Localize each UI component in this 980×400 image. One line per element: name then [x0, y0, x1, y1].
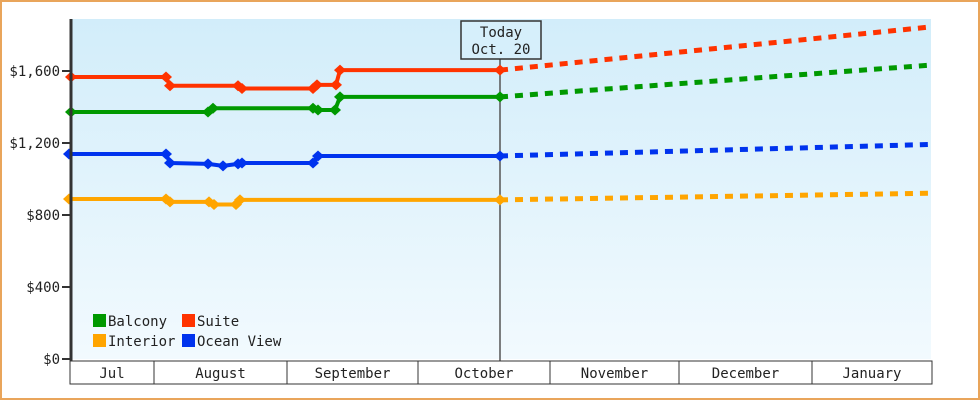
legend-label-suite: Suite — [197, 314, 239, 330]
y-tick-label: $1,200 — [9, 136, 60, 152]
month-label-january: January — [842, 366, 901, 382]
series-balcony — [65, 62, 932, 118]
price-point-marker — [330, 79, 342, 91]
today-box — [460, 20, 542, 60]
price-point-marker — [236, 157, 248, 169]
price-point-marker — [312, 150, 324, 162]
price-point-marker — [312, 104, 324, 116]
legend-swatch-interior — [93, 334, 106, 347]
forecast-line — [499, 24, 932, 73]
price-point-marker — [236, 82, 248, 94]
x-axis-month-band: Jul August September October November Decembe… — [69, 360, 933, 385]
history-line — [71, 68, 500, 91]
forecast-line — [499, 62, 932, 100]
legend-label-ocean-view: Ocean View — [197, 334, 282, 350]
month-label-october: October — [454, 366, 513, 382]
legend-label-balcony: Balcony — [108, 314, 167, 330]
price-point-marker — [307, 157, 319, 169]
price-point-marker — [311, 79, 323, 91]
price-point-marker — [202, 158, 214, 170]
price-point-marker — [494, 194, 506, 206]
month-label-november: November — [581, 366, 648, 382]
price-point-marker — [164, 196, 176, 208]
y-tick-label: $400 — [26, 280, 60, 296]
y-axis: $0 $400 $800 $1,200 $1,600 — [9, 19, 73, 368]
price-point-marker — [160, 71, 172, 83]
history-line — [69, 151, 500, 168]
price-point-marker — [494, 150, 506, 162]
today-marker-box: Today Oct. 20 — [460, 20, 542, 60]
legend-swatch-suite — [182, 314, 195, 327]
price-point-marker — [494, 91, 506, 103]
price-point-marker — [208, 199, 220, 211]
month-label-december: December — [712, 366, 779, 382]
y-tick-label: $800 — [26, 208, 60, 224]
price-point-marker — [234, 194, 246, 206]
y-tick-label: $0 — [43, 352, 60, 368]
price-point-marker — [217, 160, 229, 172]
forecast-line — [499, 190, 932, 203]
y-tick-label: $1,600 — [9, 64, 60, 80]
legend: Balcony Suite Interior Ocean View — [93, 314, 282, 350]
price-point-marker — [207, 102, 219, 114]
today-box-line2: Oct. 20 — [471, 42, 530, 58]
legend-swatch-ocean-view — [182, 334, 195, 347]
price-point-marker — [160, 148, 172, 160]
price-point-marker — [164, 80, 176, 92]
price-series — [63, 24, 932, 211]
series-interior — [63, 190, 932, 211]
price-point-marker — [334, 64, 346, 76]
price-point-marker — [164, 157, 176, 169]
legend-label-interior: Interior — [108, 334, 175, 350]
price-point-marker — [494, 64, 506, 76]
forecast-line — [499, 141, 932, 159]
month-label-august: August — [195, 366, 246, 382]
series-suite — [65, 24, 932, 94]
series-ocean-view — [63, 141, 932, 172]
today-box-line1: Today — [480, 25, 522, 41]
price-point-marker — [329, 104, 341, 116]
legend-swatch-balcony — [93, 314, 106, 327]
month-band — [69, 360, 933, 385]
price-point-marker — [334, 91, 346, 103]
month-label-jul: Jul — [99, 366, 124, 382]
month-label-september: September — [315, 366, 391, 382]
